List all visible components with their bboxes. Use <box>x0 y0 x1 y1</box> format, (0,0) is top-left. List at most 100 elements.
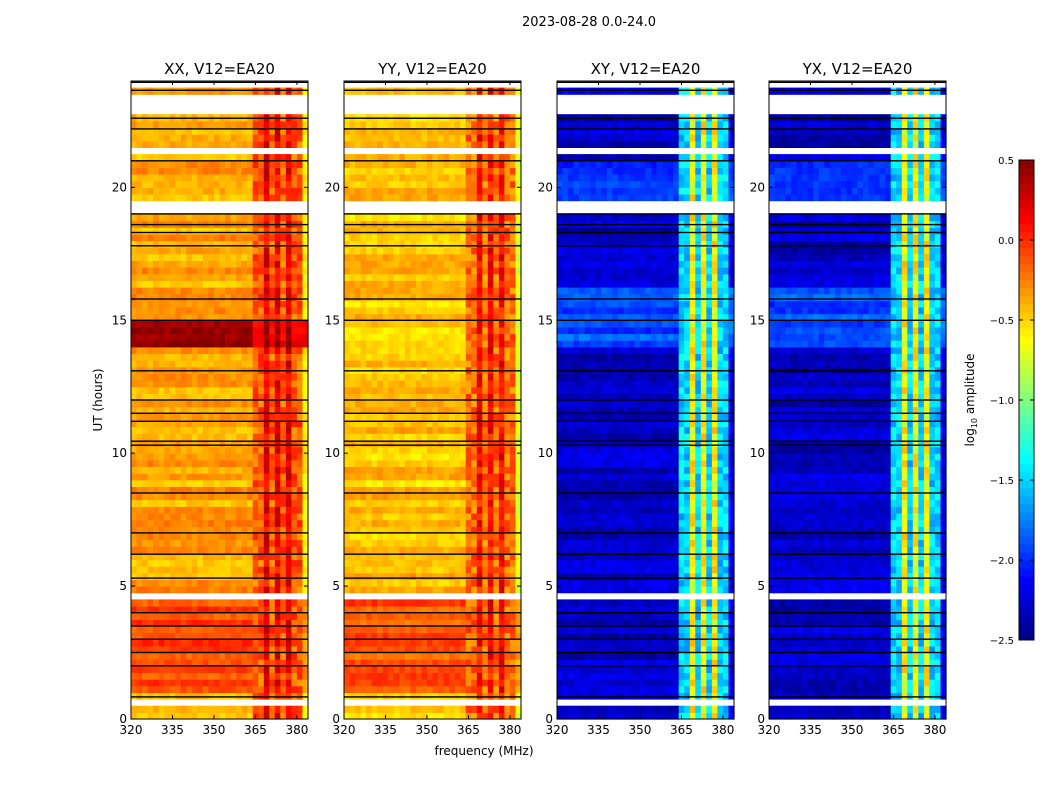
heatmap-cell <box>264 513 270 520</box>
heatmap-cell <box>394 480 400 487</box>
heatmap-cell <box>350 473 356 480</box>
heatmap-cell <box>466 260 472 267</box>
heatmap-cell <box>455 520 461 527</box>
heatmap-cell <box>269 214 275 221</box>
heatmap-cell <box>142 666 148 673</box>
heatmap-cell <box>181 194 187 201</box>
heatmap-cell <box>236 480 242 487</box>
heatmap-cell <box>175 134 181 141</box>
heatmap-cell <box>493 354 499 361</box>
heatmap-cell <box>258 234 264 241</box>
heatmap-cell <box>220 566 226 573</box>
heatmap-cell <box>164 460 170 467</box>
heatmap-cell <box>383 692 389 699</box>
heatmap-cell <box>499 500 505 507</box>
heatmap-cell <box>444 400 450 407</box>
heatmap-cell <box>236 134 242 141</box>
heatmap-cell <box>433 599 439 606</box>
heatmap-cell <box>131 686 137 693</box>
heatmap-cell <box>280 560 286 567</box>
heatmap-cell <box>286 307 292 314</box>
heatmap-cell <box>214 566 220 573</box>
heatmap-cell <box>510 473 516 480</box>
heatmap-cell <box>493 260 499 267</box>
heatmap-cell <box>405 360 411 367</box>
heatmap-cell <box>186 274 192 281</box>
heatmap-cell <box>416 274 422 281</box>
heatmap-cell <box>192 400 198 407</box>
heatmap-cell <box>421 666 427 673</box>
heatmap-cell <box>137 88 143 95</box>
heatmap-cell <box>253 214 259 221</box>
heatmap-cell <box>175 579 181 586</box>
heatmap-cell <box>264 639 270 646</box>
heatmap-cell <box>236 287 242 294</box>
heatmap-cell <box>214 400 220 407</box>
heatmap-cell <box>286 280 292 287</box>
heatmap-cell <box>438 327 444 334</box>
heatmap-cell <box>361 626 367 633</box>
heatmap-cell <box>231 194 237 201</box>
heatmap-cell <box>427 540 433 547</box>
heatmap-cell <box>499 387 505 394</box>
heatmap-cell <box>449 387 455 394</box>
heatmap-cell <box>366 506 372 513</box>
heatmap-cell <box>477 626 483 633</box>
heatmap-cell <box>297 433 303 440</box>
flag-line <box>131 320 308 321</box>
heatmap-cell <box>181 706 187 713</box>
heatmap-cell <box>131 260 137 267</box>
heatmap-cell <box>344 500 350 507</box>
heatmap-cell <box>493 520 499 527</box>
heatmap-cell <box>427 340 433 347</box>
heatmap-cell <box>220 460 226 467</box>
heatmap-cell <box>203 320 209 327</box>
heatmap-cell <box>405 533 411 540</box>
heatmap-cell <box>280 613 286 620</box>
heatmap-cell <box>466 653 472 660</box>
heatmap-cell <box>460 566 466 573</box>
heatmap-cell <box>231 679 237 686</box>
heatmap-cell <box>264 161 270 168</box>
heatmap-cell <box>131 460 137 467</box>
heatmap-cell <box>438 513 444 520</box>
heatmap-cell <box>504 347 510 354</box>
heatmap-cell <box>455 400 461 407</box>
heatmap-cell <box>153 480 159 487</box>
heatmap-cell <box>264 413 270 420</box>
heatmap-cell <box>394 686 400 693</box>
heatmap-cell <box>153 493 159 500</box>
heatmap-cell <box>192 560 198 567</box>
heatmap-cell <box>225 599 231 606</box>
heatmap-cell <box>405 493 411 500</box>
heatmap-cell <box>137 679 143 686</box>
heatmap-cell <box>433 373 439 380</box>
heatmap-cell <box>170 540 176 547</box>
heatmap-cell <box>148 134 154 141</box>
heatmap-cell <box>253 692 259 699</box>
heatmap-cell <box>405 673 411 680</box>
heatmap-cell <box>286 460 292 467</box>
heatmap-cell <box>131 320 137 327</box>
heatmap-cell <box>148 473 154 480</box>
heatmap-cell <box>421 560 427 567</box>
heatmap-cell <box>264 174 270 181</box>
heatmap-cell <box>361 327 367 334</box>
heatmap-cell <box>225 167 231 174</box>
heatmap-cell <box>438 260 444 267</box>
heatmap-cell <box>258 241 264 248</box>
heatmap-cell <box>175 280 181 287</box>
heatmap-cell <box>253 360 259 367</box>
heatmap-cell <box>421 380 427 387</box>
heatmap-cell <box>410 706 416 713</box>
heatmap-cell <box>438 673 444 680</box>
heatmap-cell <box>253 260 259 267</box>
heatmap-cell <box>164 121 170 128</box>
heatmap-cell <box>377 500 383 507</box>
heatmap-cell <box>421 467 427 474</box>
heatmap-cell <box>455 692 461 699</box>
heatmap-cell <box>225 513 231 520</box>
heatmap-cell <box>269 354 275 361</box>
heatmap-cell <box>372 427 378 434</box>
heatmap-cell <box>181 214 187 221</box>
